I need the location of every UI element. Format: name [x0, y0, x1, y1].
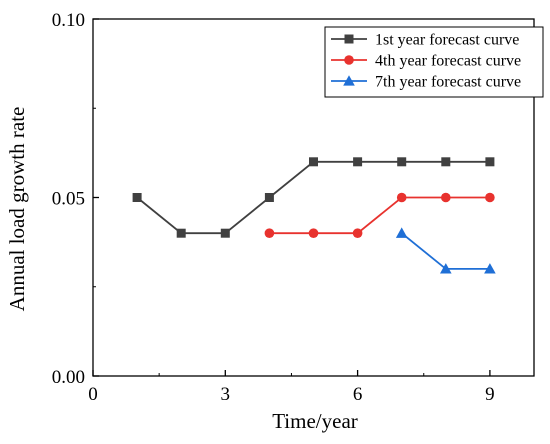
- series-group: [132, 157, 496, 274]
- data-point: [484, 263, 496, 274]
- data-point: [309, 157, 318, 167]
- series-line: [269, 196, 490, 235]
- legend-marker: [343, 75, 355, 86]
- data-point: [176, 228, 186, 238]
- x-axis-label: Time/year: [272, 409, 358, 433]
- data-point: [485, 157, 495, 167]
- legend-entry-1: 1st year forecast curve: [331, 32, 519, 49]
- data-point: [352, 228, 363, 238]
- data-point: [132, 193, 142, 202]
- x-tick-label: 9: [485, 384, 495, 405]
- x-tick-label: 3: [221, 384, 231, 405]
- legend-entry-3: 7th year forecast curve: [331, 74, 521, 91]
- data-point: [441, 157, 451, 167]
- data-point: [220, 228, 230, 238]
- y-tick-label: 0.05: [52, 189, 85, 210]
- series-3: [395, 227, 496, 274]
- data-point: [264, 228, 275, 238]
- legend-label: 1st year forecast curve: [375, 32, 519, 49]
- data-point: [397, 157, 407, 167]
- legend-entry-2: 4th year forecast curve: [331, 53, 521, 70]
- data-point: [440, 263, 452, 274]
- data-point: [396, 192, 407, 203]
- y-tick-label: 0.00: [52, 367, 85, 388]
- legend-marker: [344, 55, 354, 65]
- y-tick-label: 0.10: [52, 10, 85, 31]
- legend-marker: [344, 34, 354, 44]
- legend-label: 4th year forecast curve: [375, 53, 521, 70]
- data-point: [308, 228, 319, 238]
- series-1: [132, 157, 495, 238]
- data-point: [353, 157, 363, 167]
- legend-label: 7th year forecast curve: [375, 74, 521, 91]
- data-point: [485, 192, 495, 203]
- series-2: [264, 192, 495, 238]
- x-tick-label: 0: [88, 384, 98, 405]
- data-point: [395, 227, 408, 238]
- axes: 0 3 6 9 0.00 0.05 0.10: [52, 10, 495, 405]
- data-point: [264, 193, 274, 202]
- x-tick-label: 6: [353, 384, 363, 405]
- y-axis-label: Annual load growth rate: [5, 107, 29, 312]
- legend: 1st year forecast curve 4th year forecast…: [324, 26, 544, 98]
- data-point: [441, 192, 451, 203]
